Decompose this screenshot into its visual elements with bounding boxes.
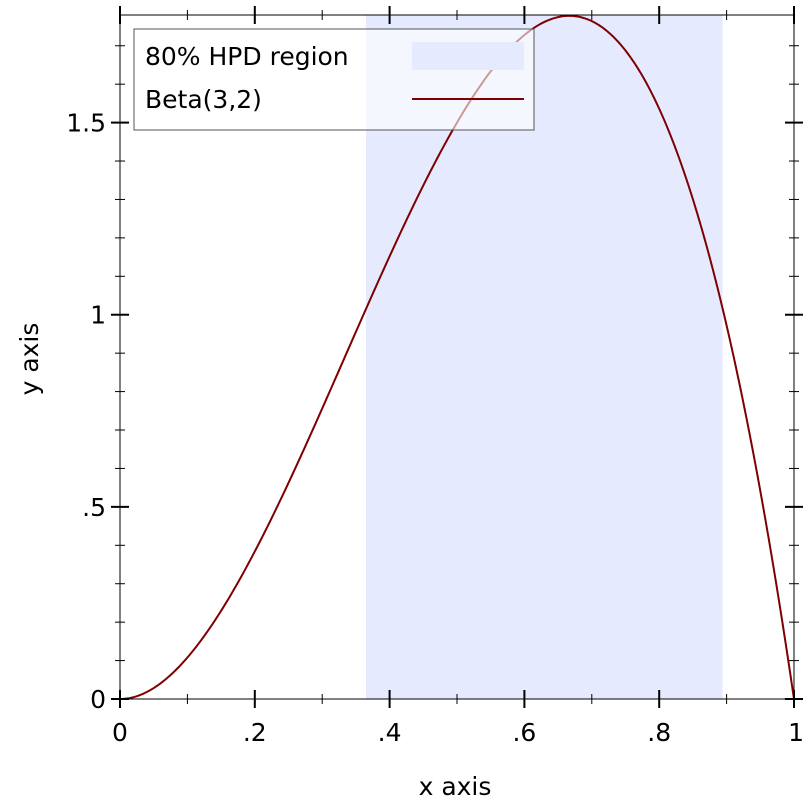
x-tick-label: .8: [647, 718, 671, 747]
legend-swatch-fill: [412, 42, 524, 70]
y-tick-label: 1.5: [66, 109, 106, 138]
y-tick-label: 1: [90, 301, 106, 330]
x-tick-label: .2: [243, 718, 267, 747]
x-tick-label: .4: [378, 718, 402, 747]
legend-label: 80% HPD region: [145, 42, 349, 71]
legend-label: Beta(3,2): [145, 85, 262, 114]
y-tick-label: 0: [90, 685, 106, 714]
x-axis-label: x axis: [419, 772, 492, 801]
x-tick-label: 0: [112, 718, 128, 747]
y-axis-label: y axis: [15, 323, 44, 396]
x-tick-label: 1: [788, 718, 804, 747]
y-tick-label: .5: [82, 493, 106, 522]
x-tick-label: .6: [512, 718, 536, 747]
